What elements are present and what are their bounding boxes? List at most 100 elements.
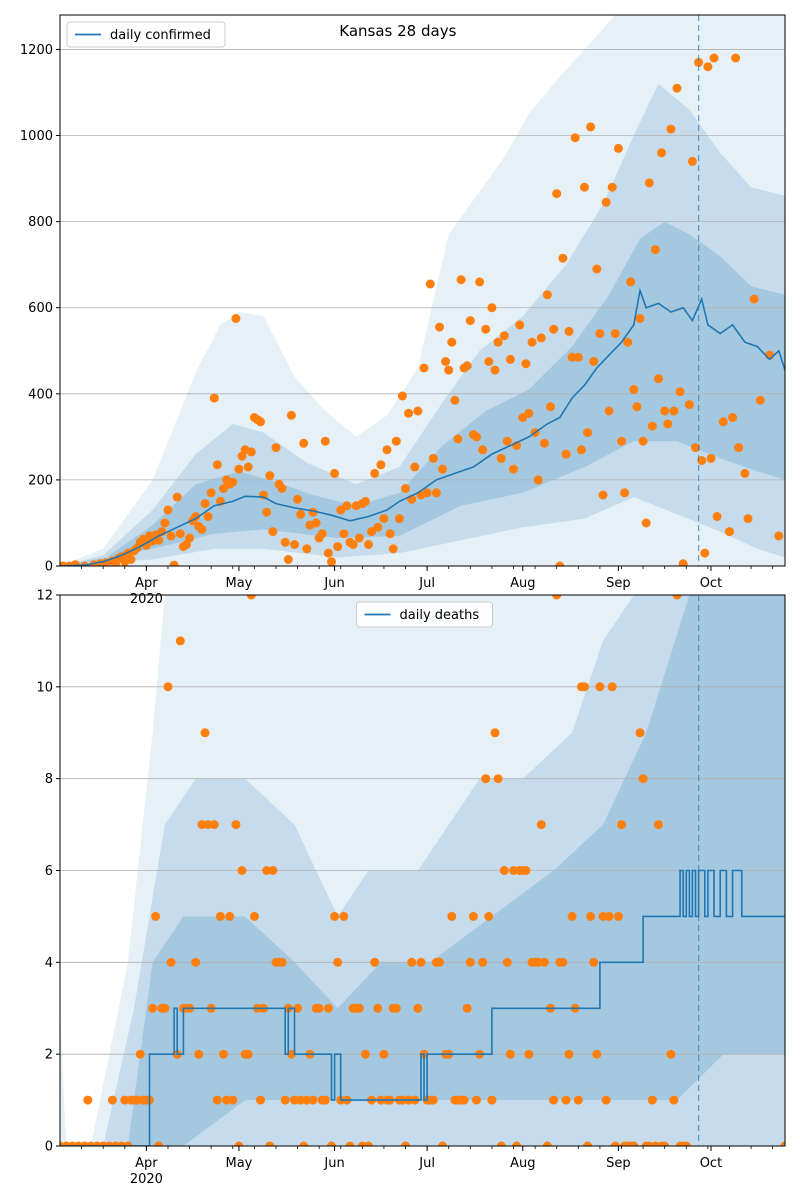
observed-point [780,1141,785,1146]
observed-point [641,518,651,528]
observed-point [243,462,253,472]
observed-point [700,548,710,558]
observed-point [234,1141,244,1146]
observed-point [601,1095,611,1105]
observed-point [249,911,259,921]
observed-point [536,333,546,343]
observed-point [203,820,213,830]
observed-point [478,957,488,967]
observed-point [502,957,512,967]
observed-point [388,544,398,554]
observed-point [280,1095,290,1105]
observed-point [228,1095,238,1105]
observed-point [549,1095,559,1105]
observed-point [246,595,256,600]
observed-point [299,438,309,448]
observed-point [277,484,287,493]
deaths-observed-points [60,595,785,1146]
observed-point [265,1141,275,1146]
observed-point [447,911,457,921]
observed-point [327,557,336,566]
observed-point [333,542,343,552]
observed-point [444,365,454,375]
observed-point [231,820,241,830]
x-tick-label: May [225,576,252,591]
observed-point [546,402,555,412]
observed-point [663,419,673,429]
observed-point [447,337,457,347]
observed-point [317,529,327,539]
x-tick-sublabel: 2020 [130,592,163,607]
x-tick-label: Sep [606,1156,631,1171]
observed-point [215,911,225,921]
observed-point [246,447,256,457]
observed-point [212,1095,222,1105]
observed-point [185,533,195,543]
observed-point [172,492,182,502]
observed-point [580,182,589,192]
observed-point [200,499,210,509]
confirmed-fit-line [60,287,785,566]
y-tick-label: 1000 [20,129,53,144]
observed-point [549,324,559,334]
observed-point [360,496,370,506]
observed-point [280,537,290,547]
observed-point [740,468,750,478]
observed-point [589,357,599,366]
y-tick-label: 0 [45,560,53,575]
observed-point [617,436,626,446]
observed-point [364,1141,373,1146]
observed-point [200,728,210,738]
legend-label: daily confirmed [110,28,211,43]
observed-point [527,337,537,347]
observed-point [595,329,605,338]
observed-point [376,460,386,470]
observed-point [654,374,663,384]
observed-point [265,471,275,481]
observed-point [339,911,349,921]
observed-point [481,774,491,784]
observed-point [589,957,599,967]
observed-point [339,529,349,539]
observed-point [539,438,549,448]
observed-point [370,957,380,967]
observed-point [438,1141,448,1146]
observed-point [401,1141,410,1146]
y-tick-label: 0 [45,1140,53,1155]
confirmed-observed-points [60,53,784,566]
observed-point [364,540,373,549]
legend-box [66,21,226,48]
observed-point [629,385,639,394]
observed-point [490,728,500,738]
observed-point [669,1095,679,1105]
observed-point [613,911,623,921]
observed-point [728,413,738,422]
observed-point [342,501,352,511]
confirmed-legend: daily confirmed [66,21,226,48]
observed-point [271,443,281,453]
observed-point [160,518,170,528]
observed-point [684,400,694,410]
x-tick-label: Sep [606,576,631,591]
observed-point [521,359,531,369]
observed-point [539,957,549,967]
observed-point [465,957,475,967]
observed-point [669,406,679,416]
observed-point [755,395,765,405]
observed-point [413,1003,423,1013]
y-tick-label: 6 [45,864,53,879]
observed-point [401,484,410,493]
series-line [60,869,785,1146]
observed-point [428,453,438,463]
y-tick-label: 800 [28,215,53,230]
x-tick-label: Aug [510,576,535,591]
observed-point [583,428,593,438]
observed-point [567,911,577,921]
observed-point [601,197,611,207]
observed-point [194,1049,204,1059]
observed-point [330,911,340,921]
observed-point [644,178,654,188]
